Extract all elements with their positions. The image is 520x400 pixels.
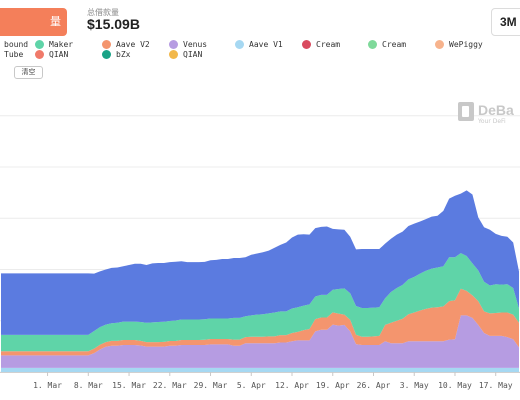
range-3m-button[interactable]: 3M — [491, 8, 520, 36]
legend-label: Cream — [316, 40, 341, 49]
x-axis: 1. Mar 8. Mar 15. Mar 22. Mar 29. Mar 5. Apr 1… — [0, 372, 520, 390]
legend-label: Aave V1 — [249, 40, 283, 49]
x-tick-label: 3. May — [400, 381, 429, 390]
legend-dot-icon — [102, 40, 111, 49]
watermark-tagline: Your DeFi — [477, 118, 506, 125]
x-tick-label: 15. Mar — [112, 381, 146, 390]
x-tick-label: 19. Apr — [316, 381, 350, 390]
watermark-brand: DeBa — [478, 102, 514, 118]
legend-dot-icon — [35, 50, 44, 59]
legend-item-qian-yellow[interactable]: QIAN — [169, 50, 202, 59]
legend-item-wepiggy[interactable]: WePiggy — [435, 40, 483, 49]
clear-legend-button[interactable]: 清空 — [14, 66, 43, 79]
legend-label: QIAN — [49, 50, 69, 59]
chevron-down-icon: ▾ — [73, 15, 79, 28]
x-tick-label: 22. Mar — [153, 381, 187, 390]
legend-item-cream-red[interactable]: Cream — [302, 40, 340, 49]
area-series-venus — [1, 315, 519, 368]
area-series-aave-v1 — [1, 367, 519, 372]
debank-logo-icon-inner — [462, 106, 469, 117]
area-series-aave-v2 — [1, 288, 519, 356]
legend-item-aave-v2[interactable]: Aave V2 — [102, 40, 150, 49]
legend-item-qian-red[interactable]: QIAN — [35, 50, 68, 59]
legend-dot-icon — [35, 40, 44, 49]
area-series-bound — [1, 190, 519, 335]
x-tick-label: 12. Apr — [275, 381, 309, 390]
legend-item-maker[interactable]: Maker — [35, 40, 73, 49]
area-series-maker — [1, 253, 519, 352]
legend-label: bound — [4, 40, 29, 49]
legend-item-aave-v1[interactable]: Aave V1 — [235, 40, 283, 49]
total-borrow-value: $15.09B — [87, 16, 140, 32]
legend-dot-icon — [102, 50, 111, 59]
legend-label: Cream — [382, 40, 407, 49]
metric-selector-label: 量 — [50, 15, 61, 28]
legend-item-venus[interactable]: Venus — [169, 40, 207, 49]
x-tick-label: 5. Apr — [237, 381, 266, 390]
legend-label: WePiggy — [449, 40, 483, 49]
chart-areas — [1, 190, 519, 372]
legend-item-cream-green[interactable]: Cream — [368, 40, 406, 49]
legend-label: Aave V2 — [116, 40, 150, 49]
stacked-area-chart: DeBa Your DeFi 1. Mar 8. Mar 15. Mar 22. Ma… — [0, 102, 520, 390]
x-tick-label: 1. Mar — [33, 381, 62, 390]
legend-dot-icon — [435, 40, 444, 49]
legend-label: QIAN — [183, 50, 203, 59]
x-tick-label: 8. Mar — [74, 381, 103, 390]
legend-label: Venus — [183, 40, 208, 49]
legend-item-bound[interactable]: bound — [0, 40, 28, 49]
x-tick-label: 29. Mar — [194, 381, 228, 390]
legend-dot-icon — [235, 40, 244, 49]
legend-label: Tube — [4, 50, 24, 59]
legend-item-tube[interactable]: Tube — [0, 50, 23, 59]
legend-dot-icon — [302, 40, 311, 49]
debank-watermark: DeBa Your DeFi — [458, 102, 514, 125]
metric-selector-button[interactable]: 量 ▾ — [0, 8, 79, 36]
x-tick-label: 17. May — [479, 381, 513, 390]
legend-dot-icon — [169, 50, 178, 59]
legend-item-bzx[interactable]: bZx — [102, 50, 130, 59]
x-tick-label: 10. May — [438, 381, 472, 390]
x-tick-label: 26. Apr — [357, 381, 391, 390]
legend-label: Maker — [49, 40, 74, 49]
legend-label: bZx — [116, 50, 131, 59]
total-borrow-label: 总借款量 — [87, 8, 119, 17]
legend-dot-icon — [169, 40, 178, 49]
legend-dot-icon — [368, 40, 377, 49]
